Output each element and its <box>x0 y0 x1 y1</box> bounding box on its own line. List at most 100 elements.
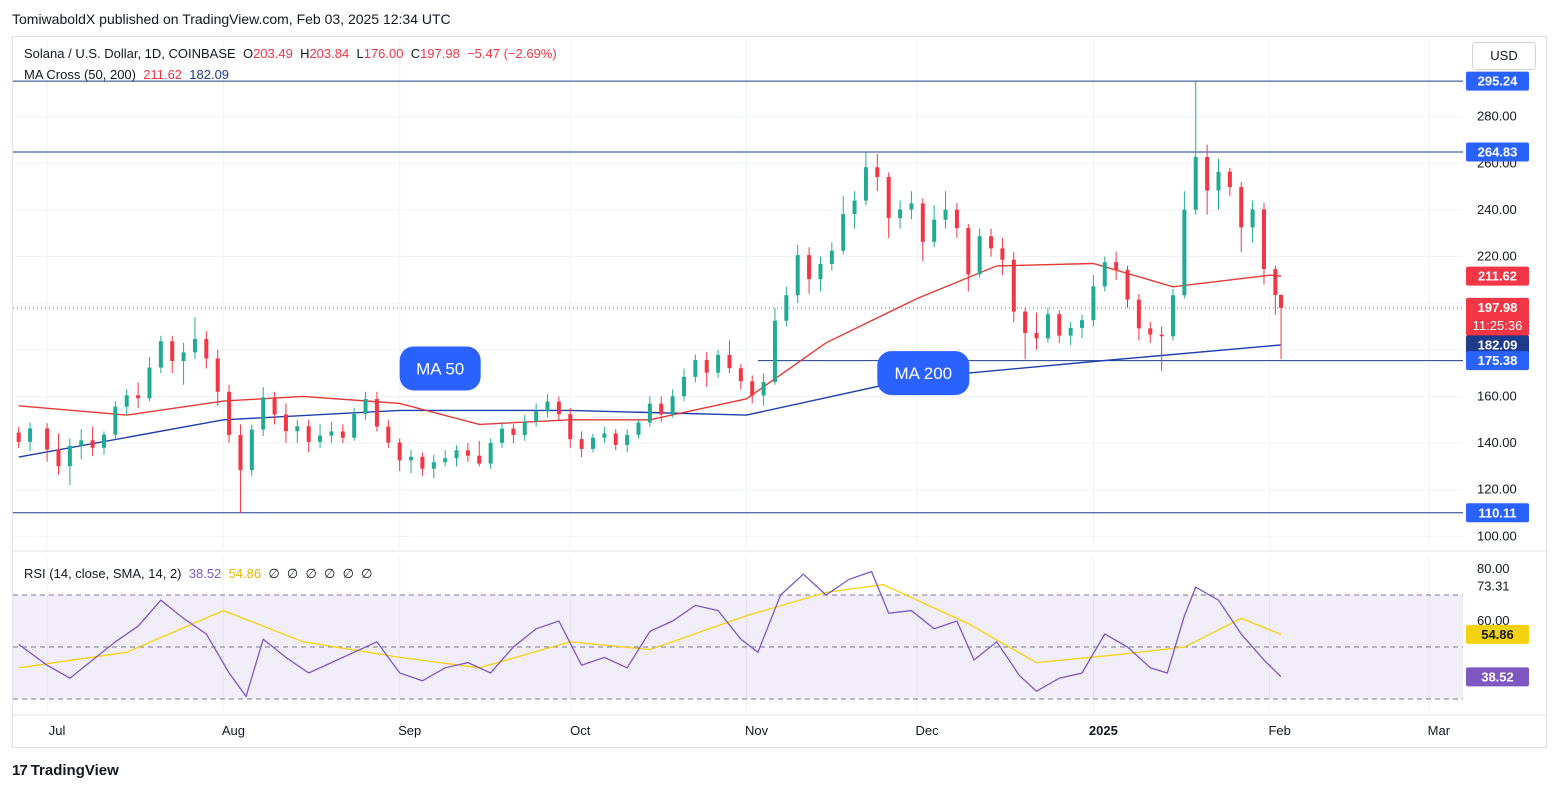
tradingview-logo[interactable]: 17 TradingView <box>12 762 119 779</box>
candle <box>886 172 891 238</box>
candle <box>1080 314 1085 339</box>
candle <box>1239 181 1244 252</box>
price-axis-label-text: 54.86 <box>1481 627 1514 642</box>
candle-body <box>227 391 232 435</box>
candle-body <box>261 397 266 430</box>
candle-body <box>1136 299 1141 329</box>
candle-body <box>488 442 493 464</box>
candle <box>147 356 152 402</box>
price-axis-label-box <box>1466 297 1529 336</box>
ma200-line <box>18 344 1282 458</box>
close-value: 197.98 <box>420 46 460 61</box>
candle <box>1182 191 1187 299</box>
rsi-empty-5: ∅ <box>342 566 354 581</box>
candle <box>1273 265 1278 315</box>
candle <box>670 389 675 418</box>
candle-body <box>204 339 209 359</box>
chart-frame <box>12 36 1547 748</box>
candle <box>704 352 709 388</box>
candle-body <box>795 255 800 296</box>
candle <box>443 450 448 467</box>
candle <box>374 391 379 432</box>
candle-body <box>716 354 721 373</box>
candle-body <box>340 431 345 438</box>
candle <box>409 450 414 474</box>
price-axis-label-box <box>1466 503 1529 523</box>
candle <box>238 424 243 513</box>
symbol-name[interactable]: Solana / U.S. Dollar, 1D, COINBASE <box>24 46 236 61</box>
price-axis-countdown: 11:25:36 <box>1473 318 1523 333</box>
candle <box>454 445 459 467</box>
rsi-empty-6: ∅ <box>361 566 373 581</box>
price-axis-label: 38.52 <box>1466 667 1529 687</box>
candle-body <box>443 458 448 463</box>
candle <box>534 403 539 427</box>
candle <box>397 438 402 472</box>
candle <box>818 256 823 292</box>
candle <box>556 396 561 420</box>
candle <box>283 403 288 444</box>
candle <box>28 422 33 452</box>
candle-body <box>807 255 812 280</box>
candle-body <box>693 360 698 377</box>
rsi-empty-3: ∅ <box>305 566 317 581</box>
rsi-line <box>18 570 1282 698</box>
tradingview-logo-icon: 17 <box>12 762 28 779</box>
candle <box>1057 310 1062 343</box>
low-label: L <box>356 46 364 61</box>
candle <box>829 242 834 271</box>
candle-body <box>1279 295 1284 308</box>
candle <box>545 394 550 418</box>
candle-body <box>28 428 33 442</box>
ma-label[interactable]: MA Cross (50, 200) <box>24 67 136 82</box>
candle-body <box>1102 262 1107 287</box>
candle <box>90 426 95 456</box>
candle-body <box>1182 209 1187 296</box>
annotation-callout: MA 200 <box>877 351 970 396</box>
candle <box>420 452 425 476</box>
rsi-value: 38.52 <box>188 566 222 581</box>
price-axis-label: 211.62 <box>1466 266 1529 286</box>
price-axis-label-text: 73.31 <box>1477 578 1510 593</box>
time-tick-label: Sep <box>398 723 421 738</box>
rsi-label[interactable]: RSI (14, close, SMA, 14, 2) <box>24 566 182 581</box>
price-axis-label: 54.86 <box>1466 624 1529 644</box>
candle-body <box>966 228 971 275</box>
currency-button[interactable]: USD <box>1472 42 1536 70</box>
candle-body <box>181 352 186 361</box>
candle-body <box>681 376 686 397</box>
candle-body <box>1250 209 1255 228</box>
price-axis-label-text: 182.09 <box>1478 337 1518 352</box>
candle-body <box>704 360 709 373</box>
candle <box>181 342 186 385</box>
candle <box>909 191 914 220</box>
time-tick-label: Nov <box>745 723 769 738</box>
rsi-sma-line <box>18 583 1282 669</box>
open-label: O <box>242 46 254 61</box>
candle <box>807 247 812 294</box>
candle <box>647 396 652 427</box>
candle <box>1227 167 1232 196</box>
candle <box>101 431 106 455</box>
candle <box>204 331 209 369</box>
price-axis-label: 197.98 11:25:36 <box>1466 297 1529 336</box>
candle-body <box>283 414 288 432</box>
rsi-pane <box>13 570 1463 700</box>
candle-body <box>1034 333 1039 339</box>
candle <box>761 373 766 406</box>
rsi-tick-label: 60.00 <box>1477 613 1510 628</box>
candle-body <box>1261 209 1266 270</box>
candle-body <box>431 462 436 469</box>
high-value: 203.84 <box>309 46 350 61</box>
candle <box>1011 251 1016 322</box>
candle-body <box>215 358 220 392</box>
time-tick-label: Aug <box>222 723 245 738</box>
candle-body <box>409 456 414 461</box>
price-axis-label-box <box>1466 266 1529 286</box>
price-axis-label-box <box>1466 667 1529 687</box>
candle-body <box>386 426 391 443</box>
candle-body <box>522 421 527 435</box>
candle-body <box>977 236 982 275</box>
low-value: 176.00 <box>363 46 404 61</box>
